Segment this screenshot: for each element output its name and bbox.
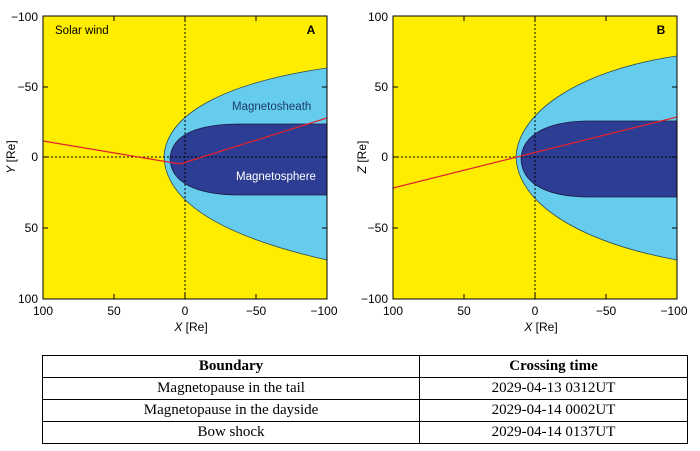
header-boundary: Boundary	[41, 355, 421, 378]
header-crossing-time: Crossing time	[419, 355, 688, 378]
y-axis-name: Y	[4, 165, 18, 174]
panel-b-x-axis-title: X [Re]	[523, 320, 557, 334]
table-row: Magnetopause in the dayside 2029-04-14 0…	[41, 399, 688, 422]
y-axis-unit: [Re]	[4, 140, 18, 162]
x-tick-label: 0	[532, 304, 539, 318]
y-tick-label: 50	[25, 221, 39, 235]
z-axis-name: Z	[355, 165, 369, 174]
table-header-row: Boundary Crossing time	[41, 355, 688, 378]
y-tick-label: −100	[11, 10, 38, 24]
y-tick-label: 100	[18, 292, 38, 306]
z-tick-label: 0	[381, 150, 388, 164]
x-tick-label: −50	[246, 304, 267, 318]
z-tick-label: 50	[375, 80, 389, 94]
crossing-times-table: Boundary Crossing time Magnetopause in t…	[41, 355, 688, 444]
spacecraft-trajectory	[43, 117, 327, 165]
panel-b-x-ticks: 100 50 0 −50 −100	[383, 304, 688, 318]
panel-b-letter: B	[657, 23, 666, 37]
z-axis-unit: [Re]	[355, 141, 369, 163]
panel-a-y-axis-title: Y [Re]	[4, 140, 18, 173]
x-axis-unit: [Re]	[536, 320, 558, 334]
magnetosphere-region	[520, 120, 677, 198]
y-tick-label: 0	[31, 150, 38, 164]
z-tick-label: −100	[361, 292, 388, 306]
x-axis-name: X	[173, 320, 183, 334]
table-row: Magnetopause in the tail 2029-04-13 0312…	[41, 377, 688, 400]
panel-a: A Solar wind Magnetosheath Magnetosphere…	[4, 10, 338, 334]
x-tick-label: 100	[33, 304, 53, 318]
x-tick-label: 0	[182, 304, 189, 318]
magnetosheath-label: Magnetosheath	[232, 101, 311, 113]
z-tick-label: −50	[368, 221, 389, 235]
crossing-time-cell: 2029-04-14 0137UT	[419, 421, 688, 444]
x-tick-label: 50	[457, 304, 471, 318]
panel-a-x-ticks: 100 50 0 −50 −100	[33, 304, 338, 318]
crossing-time-cell: 2029-04-14 0002UT	[419, 399, 688, 422]
table-row: Bow shock 2029-04-14 0137UT	[41, 421, 688, 444]
solar-wind-label: Solar wind	[55, 25, 109, 37]
boundary-cell: Magnetopause in the dayside	[41, 399, 421, 422]
x-tick-label: −100	[310, 304, 337, 318]
spacecraft-trajectory	[393, 116, 677, 189]
x-tick-label: −50	[596, 304, 617, 318]
panel-b-z-axis-title: Z [Re]	[355, 141, 369, 175]
x-tick-label: −100	[660, 304, 687, 318]
x-tick-label: 100	[383, 304, 403, 318]
panel-a-tick-marks	[43, 16, 327, 299]
panel-a-y-ticks: −100 −50 0 50 100	[11, 10, 38, 306]
magnetosphere-label: Magnetosphere	[236, 171, 316, 183]
x-tick-label: 50	[107, 304, 121, 318]
crossing-table-container: Boundary Crossing time Magnetopause in t…	[41, 355, 688, 444]
x-axis-unit: [Re]	[186, 320, 208, 334]
boundary-cell: Magnetopause in the tail	[41, 377, 421, 400]
panel-a-letter: A	[307, 23, 316, 37]
panel-a-x-axis-title: X [Re]	[173, 320, 207, 334]
panel-b-tick-marks	[393, 16, 677, 299]
panel-b: B 100 50 0 −50 −100 100 50 0 −50 −100 X …	[355, 10, 688, 334]
crossing-time-cell: 2029-04-13 0312UT	[419, 377, 688, 400]
magnetosphere-region	[169, 123, 327, 196]
x-axis-name: X	[523, 320, 533, 334]
boundary-cell: Bow shock	[41, 421, 421, 444]
panel-b-z-ticks: 100 50 0 −50 −100	[361, 10, 388, 306]
z-tick-label: 100	[368, 10, 388, 24]
y-tick-label: −50	[18, 80, 39, 94]
